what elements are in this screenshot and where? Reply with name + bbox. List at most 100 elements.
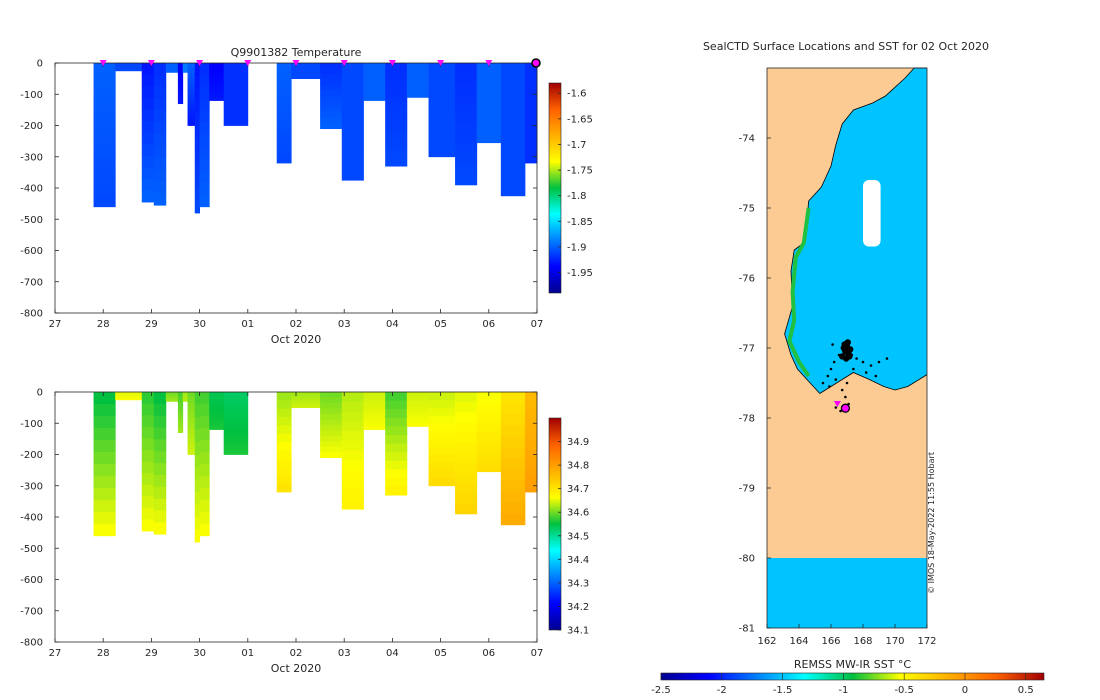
temp-profile-1-cell bbox=[115, 69, 143, 71]
sal-profile-6-cell bbox=[182, 393, 188, 395]
sal-cbar-tick-label: 34.8 bbox=[567, 461, 589, 472]
sal-profile-4-cell bbox=[165, 393, 179, 395]
sal-profile-23-cell bbox=[524, 450, 538, 460]
temp-profile-12-cell bbox=[276, 96, 292, 106]
sal-profile-18-cell bbox=[406, 409, 429, 413]
sal-x-tick-label: 28 bbox=[97, 648, 110, 659]
sal-profile-4-cell bbox=[165, 392, 179, 394]
sal-profile-21-cell bbox=[476, 411, 502, 419]
sal-profile-10-cell bbox=[209, 398, 225, 402]
temp-profile-3-cell bbox=[153, 145, 167, 159]
sal-profile-22-cell bbox=[500, 436, 526, 448]
map-surface-marker bbox=[833, 401, 841, 407]
sal-y-tick-label: -200 bbox=[20, 450, 43, 461]
temp-profile-15-cell bbox=[341, 150, 364, 162]
sal-profile-23-cell bbox=[524, 417, 538, 426]
sal-profile-1-cell bbox=[115, 398, 143, 400]
salinity-profiles bbox=[93, 392, 538, 543]
surface-marker bbox=[292, 60, 300, 66]
temp-profile-15-cell bbox=[341, 131, 364, 142]
track-point bbox=[829, 367, 833, 371]
temp-profile-18-cell bbox=[406, 94, 429, 98]
temp-profile-4-cell bbox=[165, 64, 179, 66]
sal-profile-10-cell bbox=[209, 395, 225, 399]
temp-profile-12-cell bbox=[276, 146, 292, 156]
sal-profile-9-cell bbox=[199, 427, 210, 441]
temp-cbar-tick-label: -1.65 bbox=[567, 114, 593, 125]
temp-profile-16-cell bbox=[363, 75, 386, 80]
sal-profile-17-cell bbox=[385, 486, 408, 496]
sal-profile-0-cell bbox=[93, 439, 116, 453]
sal-profile-20-cell bbox=[455, 503, 478, 515]
sal-profile-4-cell bbox=[165, 400, 179, 402]
temp-y-tick-label: -300 bbox=[20, 152, 43, 163]
track-point bbox=[845, 381, 849, 385]
sal-profile-23-cell bbox=[524, 442, 538, 451]
temp-profile-18-cell bbox=[406, 68, 429, 72]
temp-profile-6-cell bbox=[182, 65, 188, 67]
sal-profile-22-cell bbox=[500, 447, 526, 459]
sal-profile-22-cell bbox=[500, 392, 526, 404]
sal-profile-6-cell bbox=[182, 395, 188, 398]
temp-profile-17-cell bbox=[385, 148, 408, 158]
temp-profile-11-cell bbox=[223, 120, 249, 126]
sal-profile-0-cell bbox=[93, 511, 116, 525]
sal-profile-12-cell bbox=[276, 425, 292, 435]
temp-profile-18-cell bbox=[406, 65, 429, 70]
temp-x-tick-label: 27 bbox=[49, 319, 62, 330]
sal-profile-7-cell bbox=[187, 438, 196, 445]
sal-profile-0-cell bbox=[93, 427, 116, 441]
temp-profile-8-cell bbox=[194, 88, 200, 101]
temp-profile-21-cell bbox=[476, 69, 502, 77]
temperature-chart-title: Q9901382 Temperature bbox=[231, 46, 362, 59]
sal-profile-5-cell bbox=[177, 395, 184, 400]
temp-profile-16-cell bbox=[363, 66, 386, 70]
sal-profile-22-cell bbox=[500, 403, 526, 415]
track-point bbox=[821, 381, 825, 385]
temp-cbar-tick-label: -1.6 bbox=[567, 89, 587, 100]
temperature-surface-markers bbox=[99, 58, 541, 68]
sal-profile-18-cell bbox=[406, 406, 429, 410]
sal-profile-3-cell bbox=[153, 463, 167, 476]
sal-profile-14-cell bbox=[320, 441, 343, 448]
sal-profile-1-cell bbox=[115, 397, 143, 399]
temp-x-tick-label: 02 bbox=[290, 319, 303, 330]
sal-profile-19-cell bbox=[428, 423, 456, 432]
surface-marker bbox=[147, 60, 155, 66]
temp-profile-15-cell bbox=[341, 121, 364, 132]
sal-profile-13-cell bbox=[291, 395, 321, 398]
sal-profile-20-cell bbox=[455, 422, 478, 434]
sal-profile-10-cell bbox=[209, 426, 225, 430]
temp-profile-8-cell bbox=[194, 138, 200, 151]
track-point bbox=[864, 371, 868, 374]
temp-profile-19-cell bbox=[428, 86, 456, 95]
salinity-x-axis-label: Oct 2020 bbox=[271, 662, 322, 675]
sal-profile-13-cell bbox=[291, 393, 321, 395]
temp-profile-1-cell bbox=[115, 66, 143, 68]
temp-profile-14-cell bbox=[320, 63, 343, 69]
temp-profile-7-cell bbox=[187, 109, 196, 116]
sal-profile-3-cell bbox=[153, 498, 167, 511]
sal-profile-13-cell bbox=[291, 402, 321, 405]
ross-sea-ocean bbox=[784, 68, 927, 394]
sal-x-tick-label: 02 bbox=[290, 648, 303, 659]
sal-profile-8-cell bbox=[194, 467, 200, 480]
sal-profile-9-cell bbox=[199, 475, 210, 489]
sal-profile-1-cell bbox=[115, 397, 143, 399]
temp-profile-13-cell bbox=[291, 76, 321, 78]
temp-y-tick-label: -100 bbox=[20, 90, 43, 101]
sal-profile-0-cell bbox=[93, 451, 116, 465]
sal-profile-0-cell bbox=[93, 499, 116, 513]
temp-profile-9-cell bbox=[199, 158, 210, 172]
salinity-panel: 27 28 29 30 01 02 03 04 05 06 07 0 -100 -200 -300 -400… bbox=[20, 388, 589, 676]
temp-y-tick-label: -500 bbox=[20, 215, 43, 226]
sal-profile-20-cell bbox=[455, 493, 478, 505]
sal-profile-11-cell bbox=[223, 397, 249, 403]
sal-profile-16-cell bbox=[363, 410, 386, 415]
temp-profile-22-cell bbox=[500, 118, 526, 130]
sal-x-tick-label: 29 bbox=[145, 648, 158, 659]
temp-profile-20-cell bbox=[455, 134, 478, 145]
sal-profile-5-cell bbox=[177, 402, 184, 406]
sal-profile-23-cell bbox=[524, 408, 538, 418]
sal-profile-9-cell bbox=[199, 463, 210, 477]
